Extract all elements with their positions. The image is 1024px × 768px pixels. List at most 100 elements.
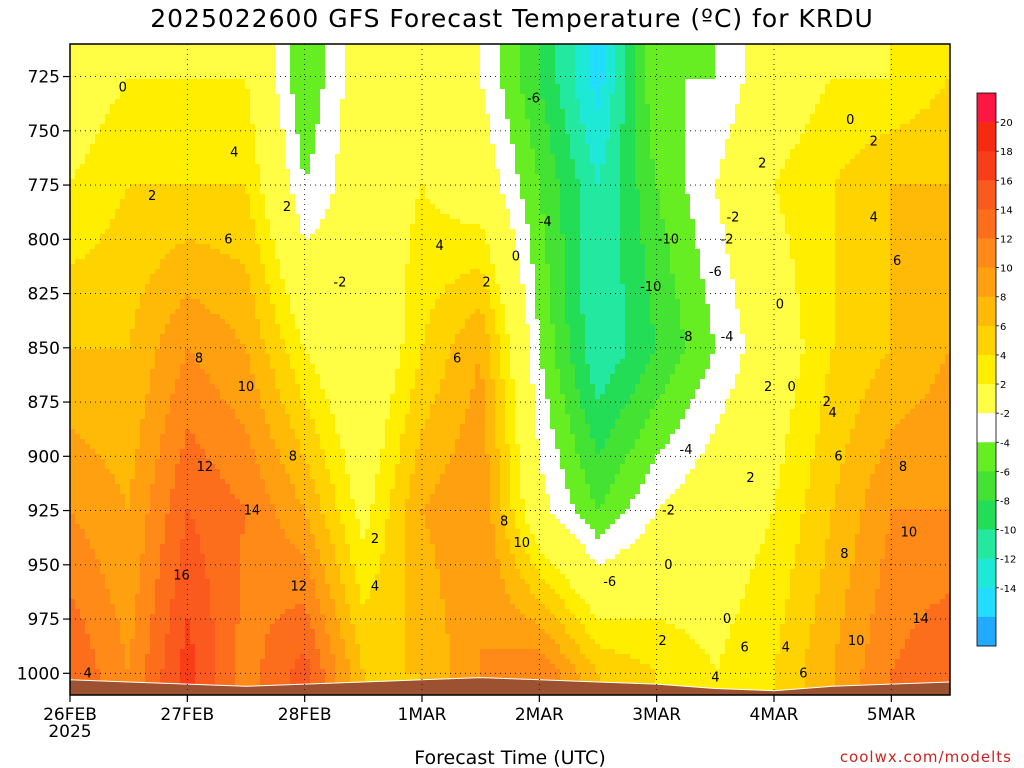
- temp-cell: [180, 474, 186, 480]
- temp-cell: [190, 619, 196, 625]
- temp-cell: [110, 114, 116, 120]
- temp-cell: [90, 419, 96, 425]
- temp-cell: [180, 129, 186, 135]
- temp-cell: [215, 624, 221, 630]
- temp-cell: [235, 674, 241, 680]
- temp-cell: [220, 539, 226, 545]
- temp-cell: [220, 274, 226, 280]
- temp-cell: [175, 204, 181, 210]
- temp-cell: [90, 634, 96, 640]
- temp-cell: [190, 384, 196, 390]
- temp-cell: [80, 474, 86, 480]
- temp-cell: [205, 149, 211, 155]
- temp-cell: [125, 659, 131, 665]
- temp-cell: [130, 554, 136, 560]
- temp-cell: [215, 329, 221, 335]
- temp-cell: [210, 619, 216, 625]
- temp-cell: [85, 314, 91, 320]
- temp-cell: [180, 239, 186, 245]
- temp-cell: [95, 569, 101, 575]
- temp-cell: [175, 149, 181, 155]
- temp-cell: [180, 169, 186, 175]
- temp-cell: [195, 254, 201, 260]
- temp-cell: [240, 64, 246, 70]
- temp-cell: [185, 594, 191, 600]
- temp-cell: [195, 224, 201, 230]
- temp-cell: [125, 69, 131, 75]
- temp-cell: [225, 369, 231, 375]
- temp-cell: [190, 139, 196, 145]
- temp-cell: [210, 519, 216, 525]
- temp-cell: [215, 439, 221, 445]
- temp-cell: [100, 604, 106, 610]
- temp-cell: [90, 534, 96, 540]
- temp-cell: [110, 144, 116, 150]
- temp-cell: [190, 579, 196, 585]
- temp-cell: [180, 244, 186, 250]
- temp-cell: [235, 589, 241, 595]
- temp-cell: [235, 629, 241, 635]
- temp-cell: [135, 329, 141, 335]
- temp-cell: [70, 269, 76, 275]
- temp-cell: [210, 374, 216, 380]
- temp-cell: [225, 339, 231, 345]
- temp-cell: [95, 549, 101, 555]
- temp-cell: [155, 99, 161, 105]
- temp-cell: [100, 474, 106, 480]
- temp-cell: [200, 594, 206, 600]
- temp-cell: [105, 339, 111, 345]
- temp-cell: [220, 419, 226, 425]
- temp-cell: [185, 464, 191, 470]
- temp-cell: [235, 559, 241, 565]
- temp-cell: [120, 249, 126, 255]
- temp-cell: [165, 204, 171, 210]
- temp-cell: [215, 574, 221, 580]
- temp-cell: [175, 84, 181, 90]
- temp-cell: [80, 374, 86, 380]
- temp-cell: [170, 379, 176, 385]
- temp-cell: [185, 489, 191, 495]
- temp-cell: [240, 294, 246, 300]
- temp-cell: [75, 79, 81, 85]
- temp-cell: [135, 284, 141, 290]
- temp-cell: [130, 69, 136, 75]
- temp-cell: [165, 279, 171, 285]
- temp-cell: [100, 54, 106, 60]
- temp-cell: [180, 524, 186, 530]
- temp-cell: [185, 359, 191, 365]
- temp-cell: [205, 404, 211, 410]
- temp-cell: [150, 314, 156, 320]
- temp-cell: [135, 134, 141, 140]
- temp-cell: [205, 224, 211, 230]
- temp-cell: [125, 99, 131, 105]
- temp-cell: [190, 274, 196, 280]
- temp-cell: [175, 299, 181, 305]
- temp-cell: [70, 629, 76, 635]
- temp-cell: [165, 364, 171, 370]
- temp-cell: [165, 84, 171, 90]
- temp-cell: [95, 99, 101, 105]
- temp-cell: [125, 574, 131, 580]
- temp-cell: [75, 509, 81, 515]
- temp-cell: [110, 154, 116, 160]
- temp-cell: [110, 339, 116, 345]
- temp-cell: [235, 579, 241, 585]
- temp-cell: [150, 589, 156, 595]
- temp-cell: [225, 374, 231, 380]
- temp-cell: [200, 159, 206, 165]
- temp-cell: [90, 609, 96, 615]
- temp-cell: [100, 284, 106, 290]
- temp-cell: [205, 569, 211, 575]
- temp-cell: [205, 524, 211, 530]
- temp-cell: [210, 124, 216, 130]
- temp-cell: [195, 394, 201, 400]
- temp-cell: [165, 139, 171, 145]
- temp-cell: [140, 334, 146, 340]
- temp-cell: [225, 169, 231, 175]
- temp-cell: [120, 224, 126, 230]
- temp-cell: [155, 419, 161, 425]
- temp-cell: [100, 49, 106, 55]
- temp-cell: [215, 639, 221, 645]
- temp-cell: [90, 299, 96, 305]
- temp-cell: [125, 249, 131, 255]
